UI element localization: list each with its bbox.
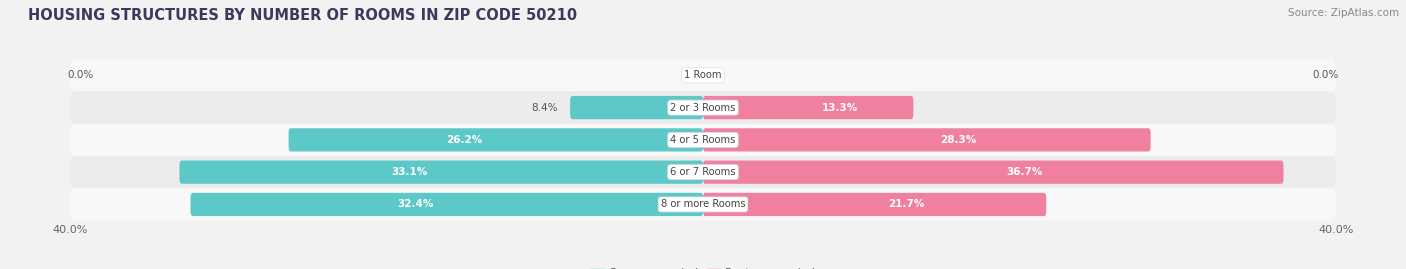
Text: 0.0%: 0.0% [1312,70,1339,80]
Text: 28.3%: 28.3% [941,135,977,145]
FancyBboxPatch shape [703,96,914,119]
Text: 4 or 5 Rooms: 4 or 5 Rooms [671,135,735,145]
Text: Source: ZipAtlas.com: Source: ZipAtlas.com [1288,8,1399,18]
Text: 36.7%: 36.7% [1007,167,1043,177]
FancyBboxPatch shape [190,193,703,216]
Text: 2 or 3 Rooms: 2 or 3 Rooms [671,102,735,113]
Text: 33.1%: 33.1% [391,167,427,177]
Text: 1 Room: 1 Room [685,70,721,80]
FancyBboxPatch shape [70,124,1336,156]
Legend: Owner-occupied, Renter-occupied: Owner-occupied, Renter-occupied [586,264,820,269]
FancyBboxPatch shape [180,161,703,184]
FancyBboxPatch shape [703,161,1284,184]
Text: 0.0%: 0.0% [67,70,94,80]
FancyBboxPatch shape [70,91,1336,124]
FancyBboxPatch shape [70,188,1336,221]
Text: 8 or more Rooms: 8 or more Rooms [661,199,745,210]
FancyBboxPatch shape [70,156,1336,188]
Text: 6 or 7 Rooms: 6 or 7 Rooms [671,167,735,177]
Text: 21.7%: 21.7% [889,199,924,210]
FancyBboxPatch shape [571,96,703,119]
FancyBboxPatch shape [288,128,703,151]
Text: 8.4%: 8.4% [531,102,557,113]
FancyBboxPatch shape [703,128,1150,151]
Text: 32.4%: 32.4% [396,199,433,210]
Text: HOUSING STRUCTURES BY NUMBER OF ROOMS IN ZIP CODE 50210: HOUSING STRUCTURES BY NUMBER OF ROOMS IN… [28,8,578,23]
FancyBboxPatch shape [70,59,1336,91]
Text: 26.2%: 26.2% [446,135,482,145]
Text: 13.3%: 13.3% [821,102,858,113]
FancyBboxPatch shape [703,193,1046,216]
